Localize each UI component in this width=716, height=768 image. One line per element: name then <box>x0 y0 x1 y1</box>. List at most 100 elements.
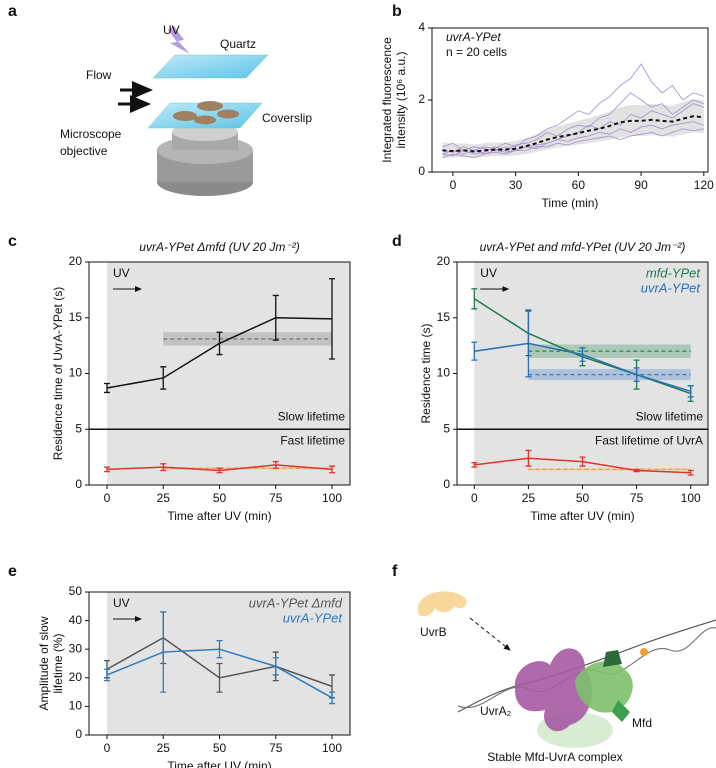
x-tick-label: 25 <box>157 491 171 505</box>
error-bar <box>471 341 478 361</box>
x-axis-label: Time after UV (min) <box>167 759 271 768</box>
error-bar <box>160 611 167 693</box>
x-tick-label: 50 <box>213 491 227 505</box>
y-tick-label: 5 <box>75 421 82 435</box>
series-line <box>442 92 704 157</box>
x-tick-label: 0 <box>450 178 457 192</box>
x-tick-label: 25 <box>522 491 536 505</box>
x-axis-label: Time (min) <box>542 196 599 210</box>
legend-entry: uvrA-YPet Δmfd <box>249 595 343 610</box>
panel-label: f <box>392 563 398 580</box>
error-bar <box>525 309 532 378</box>
uv-shading <box>107 592 350 735</box>
diagram-caption: Stable Mfd-UvrA complex <box>487 750 622 764</box>
x-tick-label: 100 <box>322 741 342 755</box>
series-line <box>442 121 704 151</box>
y-tick-label: 10 <box>69 366 83 380</box>
diagram-label: Coverslip <box>262 111 312 125</box>
reference-band <box>528 344 691 358</box>
x-tick-label: 60 <box>572 178 586 192</box>
error-bar <box>579 347 586 362</box>
y-axis-label: Amplitude of slow <box>37 616 51 710</box>
y-tick-label: 10 <box>437 366 451 380</box>
annotation: Fast lifetime of UvrA <box>595 433 703 447</box>
uv-shading <box>107 262 350 485</box>
error-bar <box>633 468 640 473</box>
chart-title: uvrA-YPet Δmfd (UV 20 Jm⁻²) <box>139 240 299 254</box>
legend-entry: mfd-YPet <box>646 265 702 280</box>
x-tick-label: 120 <box>694 178 714 192</box>
x-tick-label: 100 <box>681 491 701 505</box>
y-tick-label: 0 <box>418 164 425 178</box>
y-tick-label: 20 <box>69 254 83 268</box>
error-bar <box>687 385 694 398</box>
error-bar <box>329 465 335 474</box>
error-bar <box>216 467 223 474</box>
x-tick-label: 30 <box>509 178 523 192</box>
annotation: UV <box>113 596 130 610</box>
diagram-label: UV <box>163 23 180 37</box>
diagram-label: Flow <box>86 68 112 82</box>
y-axis-label: Integrated fluorescence <box>380 37 394 163</box>
y-tick-label: 5 <box>443 421 450 435</box>
y-tick-label: 30 <box>69 641 83 655</box>
error-bar <box>579 456 586 467</box>
y-tick-label: 20 <box>69 670 83 684</box>
x-axis-label: Time after UV (min) <box>530 509 634 523</box>
y-tick-label: 20 <box>437 254 451 268</box>
error-bar <box>104 466 110 473</box>
y-axis-label: intensity (10⁶ a.u.) <box>394 52 408 149</box>
error-bar <box>272 657 279 676</box>
diagram-label: UvrB <box>420 625 447 639</box>
y-tick-label: 15 <box>437 310 451 324</box>
series-line <box>442 128 704 155</box>
diagram-label: objective <box>60 144 108 158</box>
error-bar <box>471 288 478 310</box>
complex-diagram <box>417 591 716 748</box>
annotation: UV <box>113 266 130 280</box>
panel-label: d <box>392 233 402 250</box>
x-tick-label: 50 <box>576 491 590 505</box>
error-bar <box>160 463 167 472</box>
y-tick-label: 0 <box>75 727 82 741</box>
x-tick-label: 75 <box>269 741 283 755</box>
error-bar <box>329 691 335 705</box>
error-bar <box>329 278 335 360</box>
error-bar <box>104 668 110 682</box>
error-bar <box>160 366 167 390</box>
plot: 0 25 50 75 100 0 10 20 30 40 50 Time after UV (min)… <box>37 584 351 768</box>
x-tick-label: 25 <box>157 741 171 755</box>
reference-band <box>528 468 691 471</box>
diagram-label: Mfd <box>632 716 652 730</box>
x-tick-label: 0 <box>104 491 111 505</box>
panel-label: c <box>8 233 17 250</box>
series-line <box>442 63 704 153</box>
x-tick-label: 75 <box>269 491 283 505</box>
error-bar <box>216 662 223 693</box>
annotation: n = 20 cells <box>446 45 507 59</box>
x-tick-label: 50 <box>213 741 227 755</box>
x-tick-label: 90 <box>634 178 648 192</box>
y-tick-label: 4 <box>418 20 425 34</box>
legend-entry: uvrA-YPet <box>641 280 702 295</box>
error-bar <box>471 462 478 468</box>
x-axis-label: Time after UV (min) <box>167 509 271 523</box>
y-tick-label: 0 <box>443 477 450 491</box>
uv-shading <box>474 262 708 485</box>
x-tick-label: 100 <box>322 491 342 505</box>
error-bar <box>216 639 223 659</box>
error-bar <box>525 449 532 467</box>
legend-entry: uvrA-YPet <box>283 610 344 625</box>
diagram-label: Microscope <box>60 127 122 141</box>
x-tick-label: 75 <box>630 491 644 505</box>
reference-band <box>528 369 691 381</box>
series-line <box>442 115 704 153</box>
panel-label: b <box>392 3 402 20</box>
error-bar <box>687 469 694 476</box>
plot: 0 25 50 75 100 0 5 10 15 20 Time after UV (min) Res… <box>51 240 351 523</box>
y-axis-label: Residence time of UvrA-YPet (s) <box>51 287 65 460</box>
panel-label: a <box>8 3 17 20</box>
annotation: Slow lifetime <box>278 409 346 423</box>
annotation: UV <box>480 266 497 280</box>
